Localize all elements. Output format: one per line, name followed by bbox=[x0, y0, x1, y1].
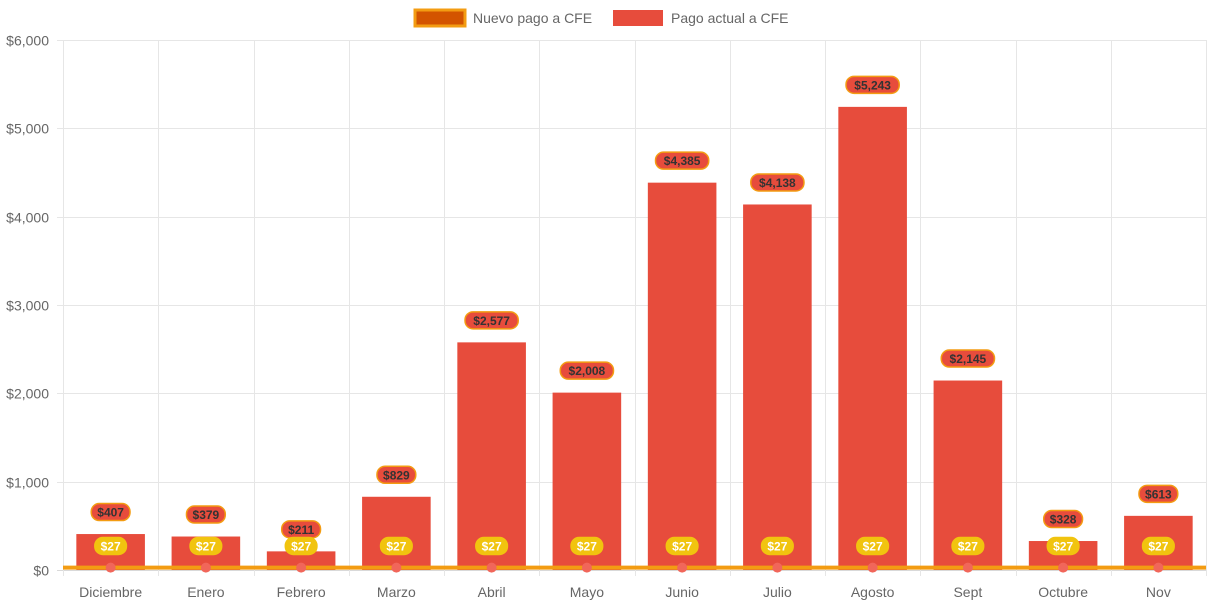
bar-value-label: $4,138 bbox=[759, 176, 796, 190]
x-tick-label: Febrero bbox=[277, 584, 326, 600]
bar-value-label: $829 bbox=[383, 468, 410, 482]
bar-value-label-box bbox=[940, 349, 996, 368]
x-tick-label: Junio bbox=[665, 584, 699, 600]
line-value-label-box bbox=[760, 536, 794, 556]
line-point bbox=[200, 562, 211, 573]
line-value-label: $27 bbox=[672, 540, 692, 554]
bar-value-label-box bbox=[750, 173, 805, 192]
bar-value-label: $2,577 bbox=[473, 314, 510, 328]
line-point bbox=[391, 562, 402, 573]
y-tick-label: $6,000 bbox=[6, 33, 49, 49]
line-value-label-box bbox=[1141, 536, 1175, 556]
bar bbox=[647, 182, 717, 571]
bar bbox=[838, 106, 907, 570]
x-tick-label: Sept bbox=[953, 584, 982, 600]
line-value-label: $27 bbox=[482, 540, 502, 554]
line-value-label-box bbox=[379, 536, 413, 556]
line-value-label: $27 bbox=[958, 540, 978, 554]
line-point bbox=[962, 562, 973, 573]
bar-value-label-box bbox=[464, 311, 519, 330]
legend: Nuevo pago a CFE Pago actual a CFE bbox=[413, 8, 789, 28]
line-point bbox=[486, 562, 497, 573]
bar-value-label: $407 bbox=[97, 506, 124, 520]
line-value-label: $27 bbox=[386, 540, 406, 554]
line-point bbox=[1153, 562, 1164, 573]
bar-value-label: $4,385 bbox=[664, 154, 701, 168]
bar bbox=[457, 342, 526, 570]
x-tick-label: Mayo bbox=[570, 584, 604, 600]
line-value-label: $27 bbox=[101, 540, 121, 554]
bar-value-label: $328 bbox=[1050, 513, 1077, 527]
line-value-label-box bbox=[475, 536, 509, 556]
line-layer bbox=[63, 562, 1206, 573]
x-tick-label: Nov bbox=[1146, 584, 1171, 600]
line-value-label: $27 bbox=[291, 540, 311, 554]
line-point bbox=[867, 562, 878, 573]
x-tick-label: Marzo bbox=[377, 584, 416, 600]
y-tick-label: $5,000 bbox=[6, 121, 49, 137]
line-value-label: $27 bbox=[1053, 540, 1073, 554]
line-point bbox=[581, 562, 592, 573]
y-tick-label: $1,000 bbox=[6, 475, 49, 491]
line-value-label: $27 bbox=[1148, 540, 1168, 554]
line-value-label-box bbox=[665, 536, 699, 556]
line-value-label-box bbox=[951, 536, 985, 556]
line-value-label: $27 bbox=[767, 540, 787, 554]
line-point bbox=[1058, 562, 1069, 573]
bar-value-label: $5,243 bbox=[854, 78, 891, 92]
bar-value-label-box bbox=[1042, 509, 1084, 529]
line-value-label-box bbox=[94, 536, 128, 556]
bar-value-label-box bbox=[90, 502, 131, 522]
label-layer: $407 $379 $211 $829 $2,577 $2,008 $4,385 $4,138… bbox=[90, 75, 1179, 556]
line-point bbox=[772, 562, 783, 573]
line-point bbox=[296, 562, 307, 573]
line-value-label-box bbox=[570, 536, 604, 556]
x-tick-label: Enero bbox=[187, 584, 225, 600]
line-value-label: $27 bbox=[863, 540, 883, 554]
y-tick-label: $4,000 bbox=[6, 210, 49, 226]
line-value-label-box bbox=[1046, 536, 1080, 556]
bar-value-label: $211 bbox=[288, 523, 314, 537]
bar-layer bbox=[76, 106, 1193, 571]
x-tick-label: Agosto bbox=[851, 584, 895, 600]
bar-value-label-box bbox=[185, 505, 227, 524]
line-value-label-box bbox=[189, 536, 223, 556]
legend-swatch-line bbox=[413, 8, 467, 28]
legend-label-bar: Pago actual a CFE bbox=[671, 10, 789, 26]
bar-value-label-box bbox=[654, 151, 710, 170]
bar-value-label-box bbox=[559, 361, 615, 380]
bar bbox=[362, 496, 431, 570]
legend-swatch-bar bbox=[613, 10, 663, 26]
legend-label-line: Nuevo pago a CFE bbox=[473, 10, 592, 26]
y-tick-label: $3,000 bbox=[6, 298, 49, 314]
y-tick-label: $0 bbox=[33, 563, 49, 579]
grid-layer bbox=[57, 40, 1207, 576]
x-tick-label: Abril bbox=[478, 584, 506, 600]
bar bbox=[266, 551, 336, 570]
bar-value-label: $2,008 bbox=[569, 364, 606, 378]
x-tick-label: Julio bbox=[763, 584, 792, 600]
bar-value-label-box bbox=[845, 75, 900, 95]
line-value-label-box bbox=[284, 536, 318, 556]
x-tick-label: Diciembre bbox=[79, 584, 142, 600]
bar-value-label: $2,145 bbox=[950, 352, 987, 366]
line-point bbox=[677, 562, 688, 573]
x-tick-label: Octubre bbox=[1038, 584, 1088, 600]
line-value-label-box bbox=[856, 536, 890, 556]
bar-value-label-box bbox=[1138, 484, 1179, 504]
axis-layer: $0 $1,000 $2,000 $3,000 $4,000 $5,000 $6,000 Di… bbox=[6, 33, 1171, 601]
bar-value-label: $613 bbox=[1145, 487, 1172, 501]
bar-value-label-box bbox=[376, 465, 417, 485]
y-tick-label: $2,000 bbox=[6, 386, 49, 402]
line-point bbox=[105, 562, 116, 573]
line-value-label: $27 bbox=[577, 540, 597, 554]
bar bbox=[743, 204, 812, 570]
line-value-label: $27 bbox=[196, 540, 216, 554]
bar-value-label: $379 bbox=[193, 508, 220, 522]
